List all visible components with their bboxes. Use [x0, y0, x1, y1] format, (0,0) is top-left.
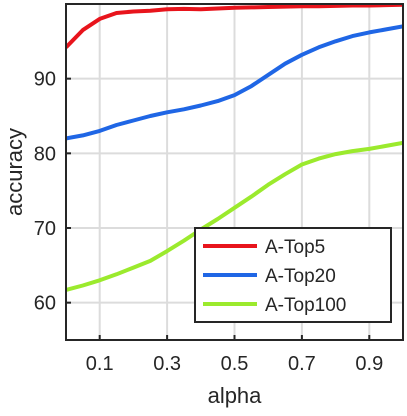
- x-tick-label: 0.7: [288, 353, 316, 375]
- x-tick-label: 0.5: [221, 353, 249, 375]
- y-tick-label: 70: [34, 218, 56, 240]
- x-tick-label: 0.1: [86, 353, 114, 375]
- y-tick-label: 80: [34, 143, 56, 165]
- legend-label-a-top100: A-Top100: [265, 295, 346, 316]
- x-tick-label: 0.9: [355, 353, 383, 375]
- y-tick-label: 90: [34, 69, 56, 91]
- y-axis-label: accuracy: [2, 128, 27, 216]
- y-tick-label: 60: [34, 293, 56, 315]
- x-tick-label: 0.3: [153, 353, 181, 375]
- series-lines: [66, 4, 403, 292]
- legend-label-a-top5: A-Top5: [265, 237, 325, 258]
- series-line-a-top100: [66, 140, 403, 292]
- series-line-a-top5: [66, 4, 403, 49]
- legend-label-a-top20: A-Top20: [265, 266, 336, 287]
- legend: A-Top5 A-Top20 A-Top100: [194, 227, 392, 323]
- x-axis-label: alpha: [208, 383, 263, 408]
- series-line-a-top20: [66, 24, 403, 141]
- axis-ticks: 0.1 0.3 0.5 0.7 0.9 60 70 80 90: [34, 69, 383, 375]
